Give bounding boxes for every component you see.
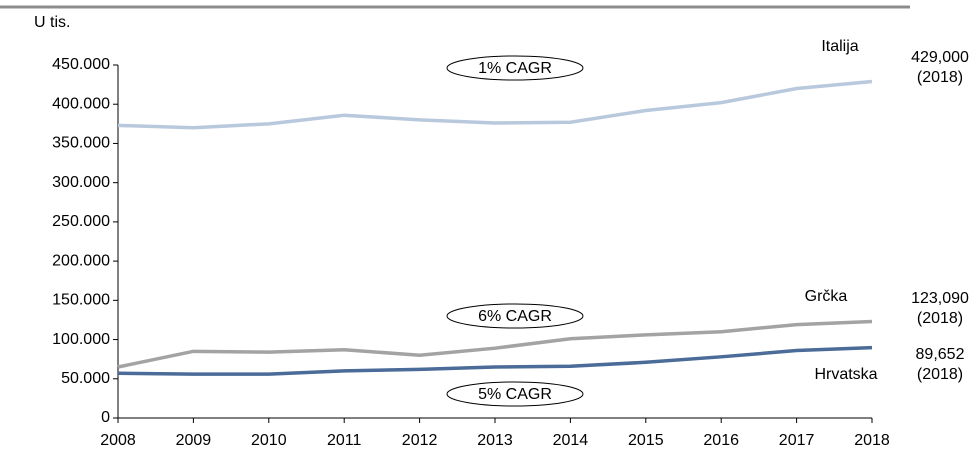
x-tick-label: 2012 bbox=[402, 432, 438, 449]
cagr-ellipse bbox=[446, 303, 584, 329]
x-tick-label: 2014 bbox=[553, 432, 589, 449]
cagr-ellipse bbox=[446, 381, 584, 407]
x-tick-label: 2013 bbox=[477, 432, 513, 449]
value-label: 89,652 bbox=[916, 346, 965, 363]
y-tick-label: 350.000 bbox=[52, 135, 110, 152]
y-tick-label: 250.000 bbox=[52, 213, 110, 230]
series-line bbox=[117, 345, 873, 376]
y-tick-label: 400.000 bbox=[52, 95, 110, 112]
series-label: Hrvatska bbox=[814, 366, 877, 383]
value-label: 429,000 bbox=[911, 49, 969, 66]
value-note: (2018) bbox=[917, 366, 963, 383]
series-line bbox=[117, 79, 873, 130]
x-tick-label: 2008 bbox=[100, 432, 136, 449]
cagr-label: 6% CAGR bbox=[478, 308, 552, 325]
y-tick-label: 300.000 bbox=[52, 174, 110, 191]
y-tick-label: 0 bbox=[101, 409, 110, 426]
value-note: (2018) bbox=[917, 310, 963, 327]
x-tick-label: 2018 bbox=[854, 432, 890, 449]
y-tick-label: 50.000 bbox=[61, 370, 110, 387]
y-tick-label: 450.000 bbox=[52, 56, 110, 73]
x-tick-label: 2010 bbox=[251, 432, 287, 449]
value-note: (2018) bbox=[917, 69, 963, 86]
x-tick-label: 2011 bbox=[327, 432, 362, 449]
y-tick-label: 150.000 bbox=[52, 292, 110, 309]
x-tick-label: 2015 bbox=[628, 432, 664, 449]
series-label: Grčka bbox=[805, 288, 848, 305]
cagr-label: 1% CAGR bbox=[478, 60, 552, 77]
y-tick-label: 200.000 bbox=[52, 252, 110, 269]
y-axis-label: U tis. bbox=[34, 14, 70, 31]
y-tick-label: 100.000 bbox=[52, 331, 110, 348]
x-tick-label: 2017 bbox=[779, 432, 815, 449]
series-label: Italija bbox=[821, 38, 858, 55]
x-tick-label: 2016 bbox=[703, 432, 739, 449]
cagr-label: 5% CAGR bbox=[478, 386, 552, 403]
x-tick-label: 2009 bbox=[176, 432, 212, 449]
cagr-ellipse bbox=[446, 55, 584, 81]
value-label: 123,090 bbox=[911, 290, 969, 307]
series-line bbox=[117, 319, 873, 369]
